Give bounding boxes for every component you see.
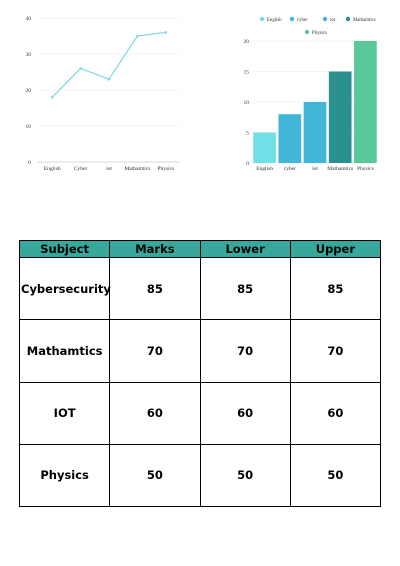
- cell-lower: 70: [199, 319, 291, 383]
- series-line: [51, 31, 166, 98]
- cell-lower: 85: [199, 256, 291, 321]
- y-tick-label: 5: [246, 131, 249, 137]
- y-tick-label: 20: [244, 39, 250, 45]
- y-tick-label: 20: [26, 88, 32, 94]
- bar: [328, 71, 352, 163]
- cell-upper: 50: [289, 443, 382, 508]
- cell-subject: Mathamtics: [18, 319, 111, 383]
- cell-subject: IOT: [18, 381, 111, 445]
- bar: [253, 132, 276, 163]
- y-tick-label: 0: [246, 161, 249, 167]
- cell-lower: 60: [199, 381, 291, 445]
- header-lower: Lower: [199, 240, 291, 258]
- legend-swatch: [345, 16, 351, 22]
- marks-table: Subject Marks Lower Upper Cybersecurity …: [18, 240, 382, 508]
- legend-label: iot: [330, 18, 336, 23]
- legend-swatch: [259, 16, 265, 22]
- cell-upper: 60: [289, 381, 382, 445]
- data-point: [107, 77, 111, 81]
- x-tick-label: iot: [312, 166, 318, 172]
- cell-marks: 70: [109, 319, 201, 383]
- y-tick-label: 0: [28, 160, 31, 166]
- legend-label: Mathamtics: [353, 18, 376, 23]
- cell-subject: Cybersecurity: [18, 256, 111, 321]
- bar: [278, 114, 302, 163]
- data-point: [164, 31, 168, 34]
- table-row: Mathamtics 70 70 70: [18, 319, 382, 383]
- header-marks: Marks: [109, 240, 201, 258]
- bar: [354, 41, 377, 163]
- line-chart: 0 10 20 30 40 English Cyber iot Mathamtics Physic…: [26, 16, 180, 172]
- y-tick-label: 40: [26, 16, 32, 22]
- table-header-row: Subject Marks Lower Upper: [18, 240, 382, 258]
- x-tick-label: Physics: [357, 166, 374, 172]
- data-point: [50, 95, 54, 99]
- bar: [303, 102, 327, 163]
- cell-subject: Physics: [18, 443, 111, 508]
- header-upper: Upper: [289, 240, 382, 258]
- x-tick-label: iot: [106, 166, 112, 172]
- bar-chart: 0 5 10 15 20 English cyber iot Mathamtics Physics…: [244, 16, 378, 172]
- legend-label: cyber: [297, 18, 308, 23]
- table-row: Physics 50 50 50: [18, 443, 382, 508]
- y-tick-label: 10: [244, 100, 250, 106]
- table-row: IOT 60 60 60: [18, 381, 382, 445]
- x-tick-label: Cyber: [74, 166, 88, 172]
- cell-upper: 70: [289, 319, 382, 383]
- legend-label: Physics: [312, 31, 327, 36]
- x-tick-label: Mathamtics: [124, 166, 150, 172]
- legend-swatch: [289, 16, 295, 22]
- x-tick-label: English: [256, 166, 273, 172]
- legend-swatch: [304, 29, 310, 35]
- y-tick-label: 10: [26, 124, 32, 130]
- y-tick-label: 30: [26, 52, 32, 58]
- x-tick-label: English: [44, 166, 61, 172]
- x-tick-label: Mathamtics: [327, 166, 353, 172]
- x-tick-label: Physics: [157, 166, 174, 172]
- legend-swatch: [322, 16, 328, 22]
- cell-marks: 50: [109, 443, 201, 508]
- legend-label: English: [267, 18, 282, 23]
- cell-upper: 85: [289, 256, 382, 321]
- header-subject: Subject: [18, 240, 111, 258]
- data-point: [136, 34, 139, 38]
- y-tick-label: 15: [244, 70, 250, 76]
- cell-lower: 50: [199, 443, 291, 508]
- cell-marks: 85: [109, 256, 201, 321]
- x-tick-label: cyber: [284, 166, 296, 172]
- data-point: [79, 67, 82, 70]
- cell-marks: 60: [109, 381, 201, 445]
- table-row: Cybersecurity 85 85 85: [18, 256, 382, 321]
